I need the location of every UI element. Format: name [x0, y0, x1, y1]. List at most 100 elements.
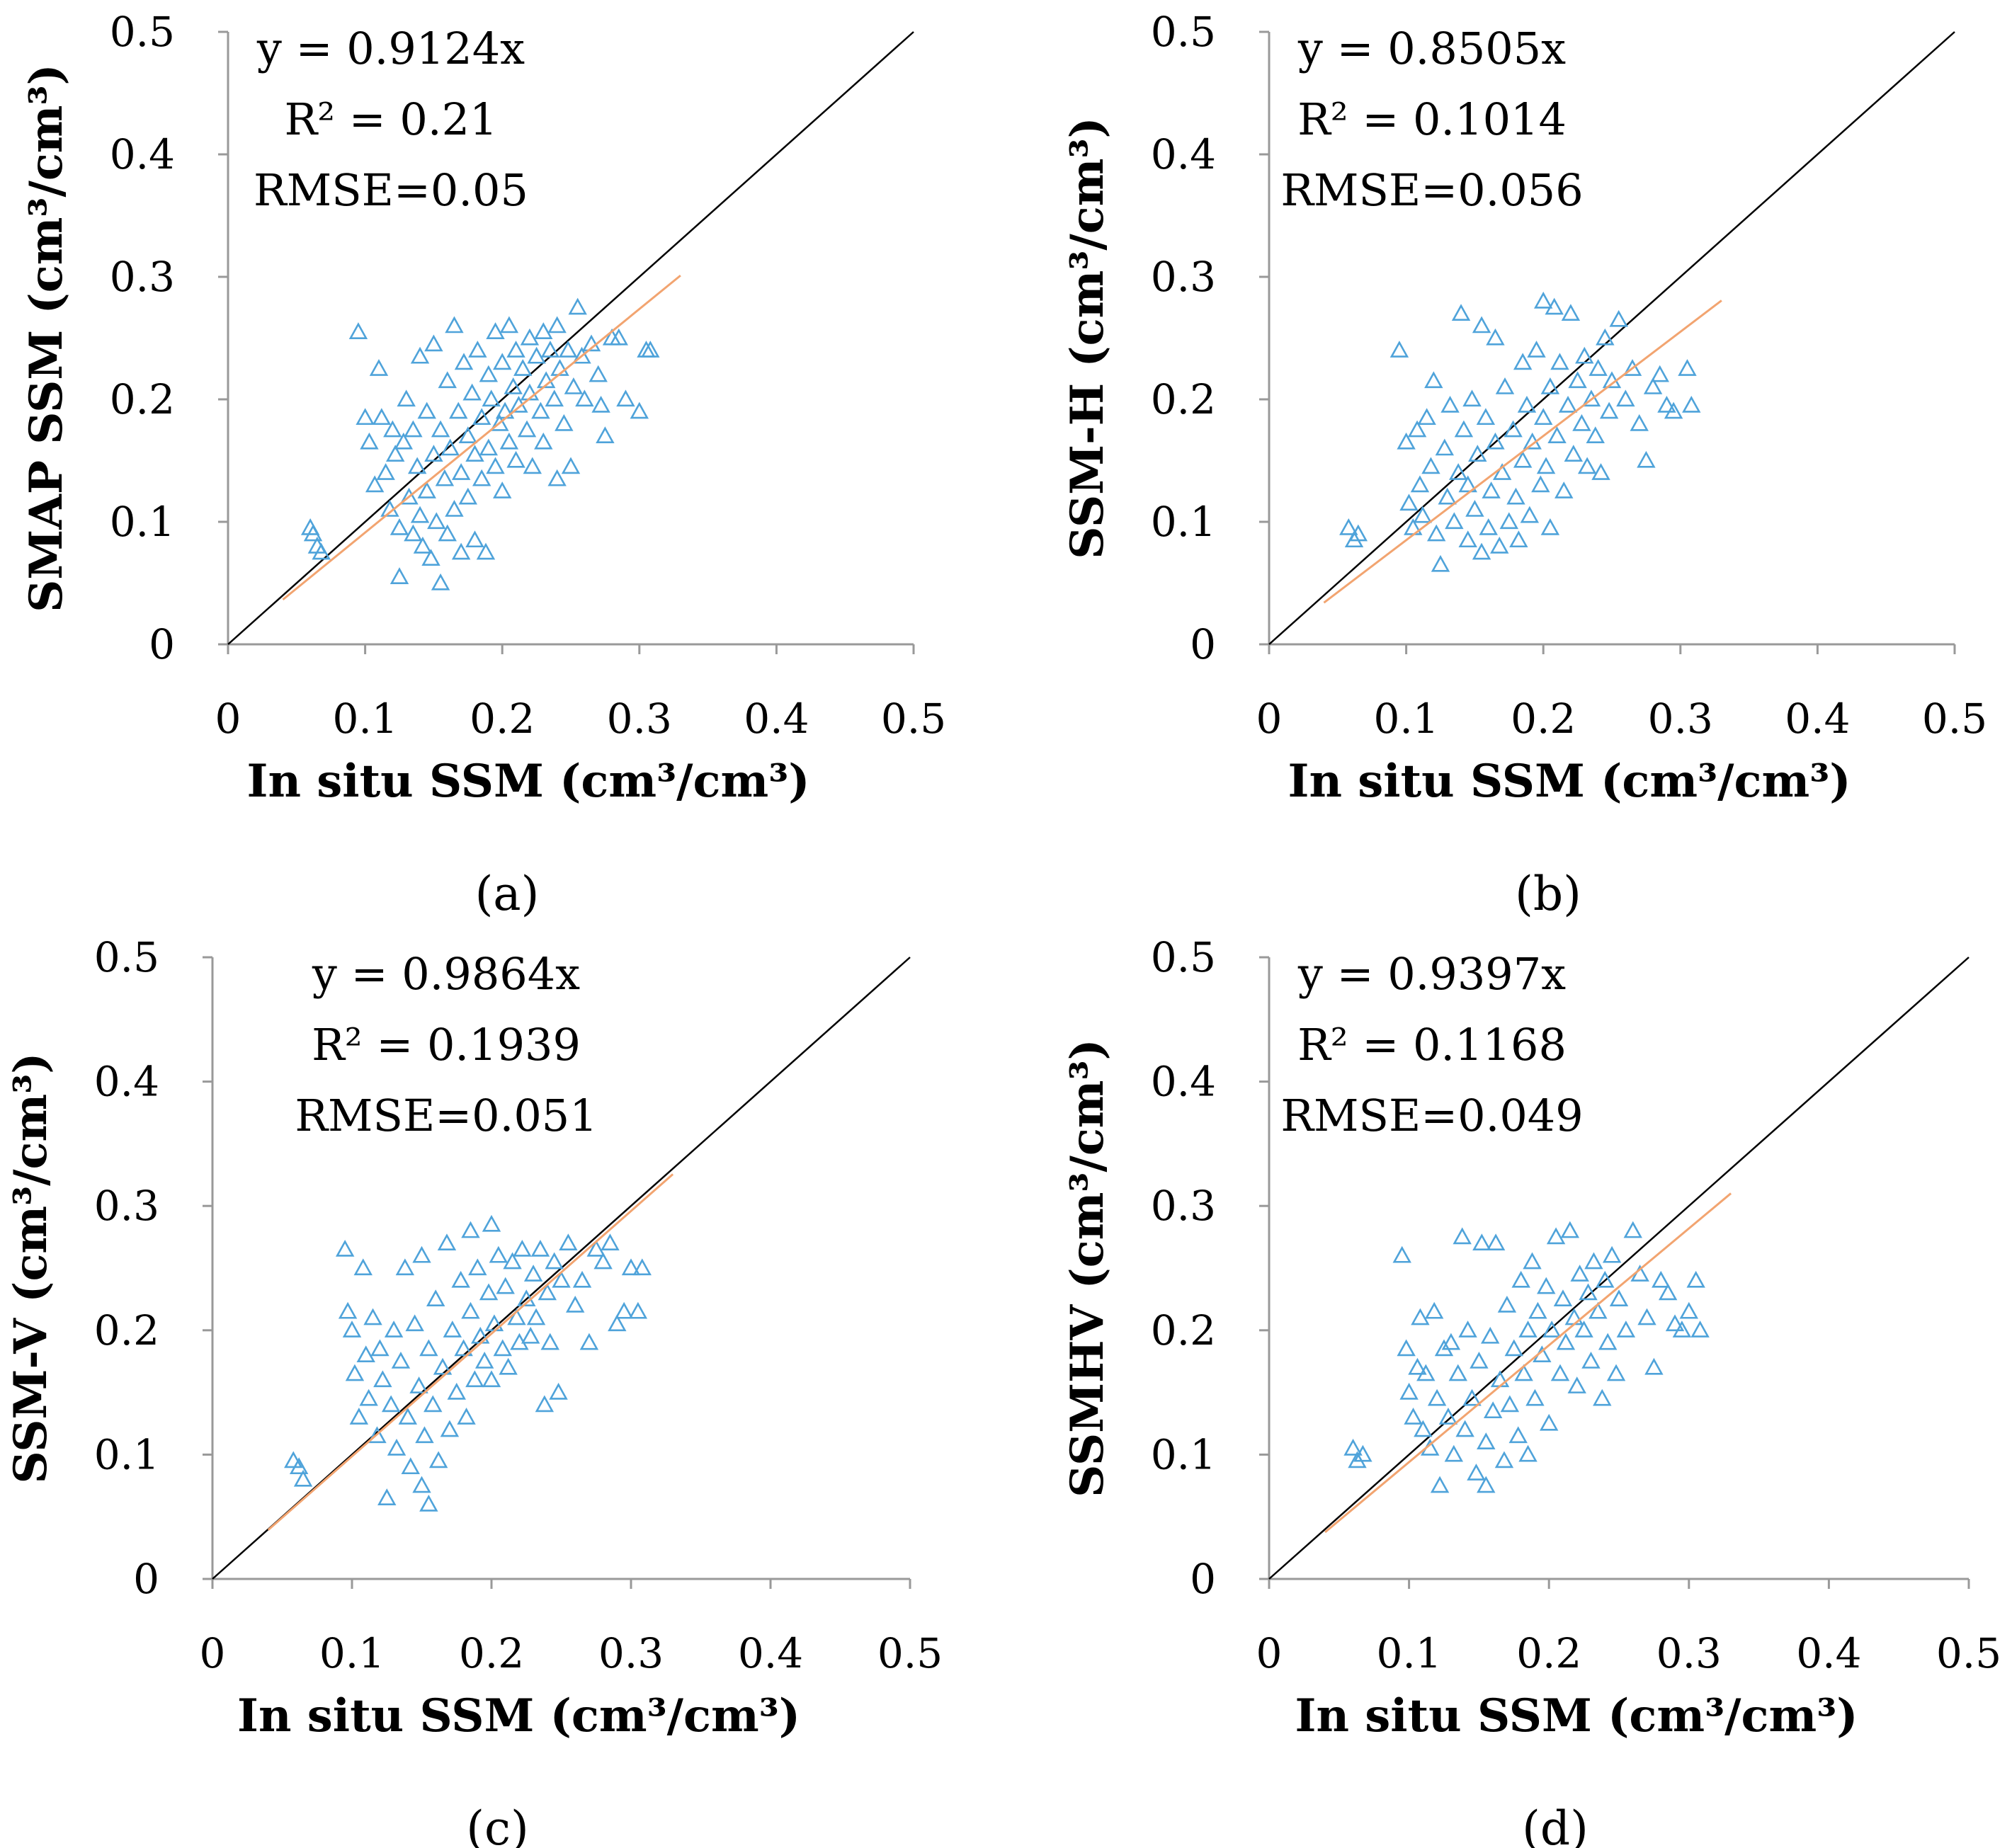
data-point: [1598, 1333, 1618, 1350]
data-point: [1531, 475, 1550, 493]
data-point: [1399, 1382, 1419, 1400]
data-point: [342, 1321, 362, 1337]
y-tick-label: 0: [1190, 1555, 1216, 1603]
data-point: [1570, 1265, 1589, 1282]
data-point: [1416, 1364, 1436, 1381]
data-point: [616, 389, 635, 407]
rmse: RMSE=0.049: [1280, 1090, 1583, 1141]
data-point: [1574, 1321, 1593, 1337]
data-point: [1495, 377, 1515, 394]
data-point: [601, 1233, 620, 1250]
data-point: [431, 420, 450, 438]
data-point: [451, 542, 471, 560]
data-point: [1609, 309, 1628, 327]
data-point: [517, 420, 537, 438]
data-point: [373, 1370, 392, 1388]
r-squared: R² = 0.21: [285, 93, 498, 145]
r-squared: R² = 0.1168: [1297, 1019, 1567, 1071]
data-point: [549, 1382, 568, 1400]
data-point: [1426, 524, 1446, 542]
rmse: RMSE=0.051: [295, 1090, 597, 1141]
data-point: [536, 371, 556, 389]
data-point: [454, 1339, 473, 1357]
data-point: [1453, 1227, 1472, 1245]
data-point: [372, 408, 392, 426]
r-squared: R² = 0.1939: [312, 1019, 581, 1071]
data-point: [1441, 1333, 1461, 1350]
data-point: [424, 1395, 443, 1413]
data-point: [1465, 500, 1484, 517]
data-point: [1458, 1321, 1477, 1337]
data-point: [412, 1245, 431, 1263]
data-point: [303, 524, 323, 542]
data-point: [356, 408, 375, 426]
data-point: [407, 457, 427, 474]
data-point: [523, 1265, 543, 1282]
x-tick-label: 0.2: [470, 695, 535, 743]
y-axis-title: SSM-H (cm³/cm³): [1061, 117, 1114, 559]
data-point: [1399, 494, 1419, 511]
one-to-one-line: [1268, 957, 1970, 1580]
data-point: [1550, 353, 1569, 370]
data-point: [417, 401, 436, 419]
data-point: [1558, 395, 1578, 413]
data-point: [1408, 1357, 1427, 1375]
data-point: [1686, 1270, 1705, 1288]
data-point: [521, 1326, 540, 1344]
data-point: [1540, 518, 1560, 535]
panel-label: (a): [475, 867, 540, 921]
data-point: [1672, 1321, 1692, 1337]
data-point: [482, 389, 501, 407]
data-point: [433, 1357, 453, 1375]
y-axis-title: SMAP SSM (cm³/cm³): [20, 64, 73, 612]
data-point: [1577, 457, 1597, 474]
data-point: [472, 469, 491, 486]
data-point: [1664, 401, 1683, 419]
x-tick-label: 0.3: [1648, 695, 1713, 743]
data-point: [424, 445, 443, 462]
data-point: [490, 413, 509, 431]
x-tick-label: 0: [200, 1629, 226, 1677]
data-point: [1630, 413, 1649, 431]
data-point: [641, 341, 660, 358]
regression-line: [282, 274, 681, 601]
data-point: [445, 500, 464, 517]
regression-equation: y = 0.9397x: [1297, 948, 1566, 1000]
data-point: [1528, 1301, 1547, 1319]
data-point: [359, 1388, 378, 1406]
data-point: [545, 389, 564, 407]
data-point: [555, 413, 574, 431]
data-point: [492, 353, 512, 370]
data-point: [1417, 408, 1436, 426]
y-tick-label: 0: [133, 1555, 159, 1603]
data-point: [1650, 365, 1669, 382]
data-point: [312, 542, 331, 560]
y-tick-label: 0.5: [1151, 8, 1216, 56]
data-point: [412, 1476, 431, 1493]
data-point: [1513, 353, 1533, 370]
data-point: [1482, 481, 1501, 498]
data-point: [1586, 426, 1605, 444]
data-point: [289, 1457, 309, 1475]
data-point: [1458, 530, 1477, 548]
y-tick-label: 0.3: [1151, 253, 1216, 301]
data-point: [1499, 512, 1519, 530]
data-point: [1616, 1321, 1636, 1337]
data-point: [1513, 450, 1533, 468]
data-point: [1623, 1221, 1642, 1238]
y-tick-label: 0.2: [94, 1306, 159, 1354]
data-point: [1511, 1270, 1530, 1288]
data-point: [1658, 1283, 1678, 1301]
data-point: [1497, 1296, 1517, 1313]
one-to-one-line: [227, 31, 914, 645]
data-point: [552, 1270, 571, 1288]
data-point: [1472, 1233, 1491, 1250]
data-point: [1427, 1388, 1447, 1406]
data-point: [1462, 389, 1482, 407]
data-point: [1458, 475, 1477, 493]
x-tick-label: 0.3: [607, 695, 672, 743]
data-point: [293, 1469, 313, 1487]
data-point: [1643, 377, 1663, 394]
data-point: [479, 438, 499, 456]
data-point: [591, 395, 610, 413]
